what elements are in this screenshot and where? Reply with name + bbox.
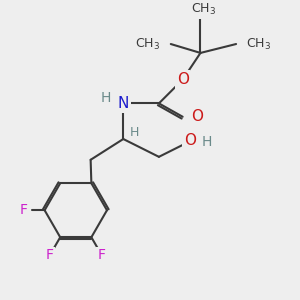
Text: CH$_3$: CH$_3$: [191, 2, 216, 17]
Text: O: O: [177, 72, 189, 87]
Text: N: N: [118, 96, 129, 111]
Text: CH$_3$: CH$_3$: [247, 37, 272, 52]
Text: H: H: [100, 91, 111, 105]
Text: O: O: [192, 109, 204, 124]
Text: H: H: [202, 135, 212, 149]
Text: O: O: [184, 133, 196, 148]
Text: CH$_3$: CH$_3$: [135, 37, 161, 52]
Text: F: F: [98, 248, 106, 262]
Text: F: F: [46, 248, 54, 262]
Text: F: F: [20, 203, 28, 217]
Text: H: H: [130, 126, 139, 139]
